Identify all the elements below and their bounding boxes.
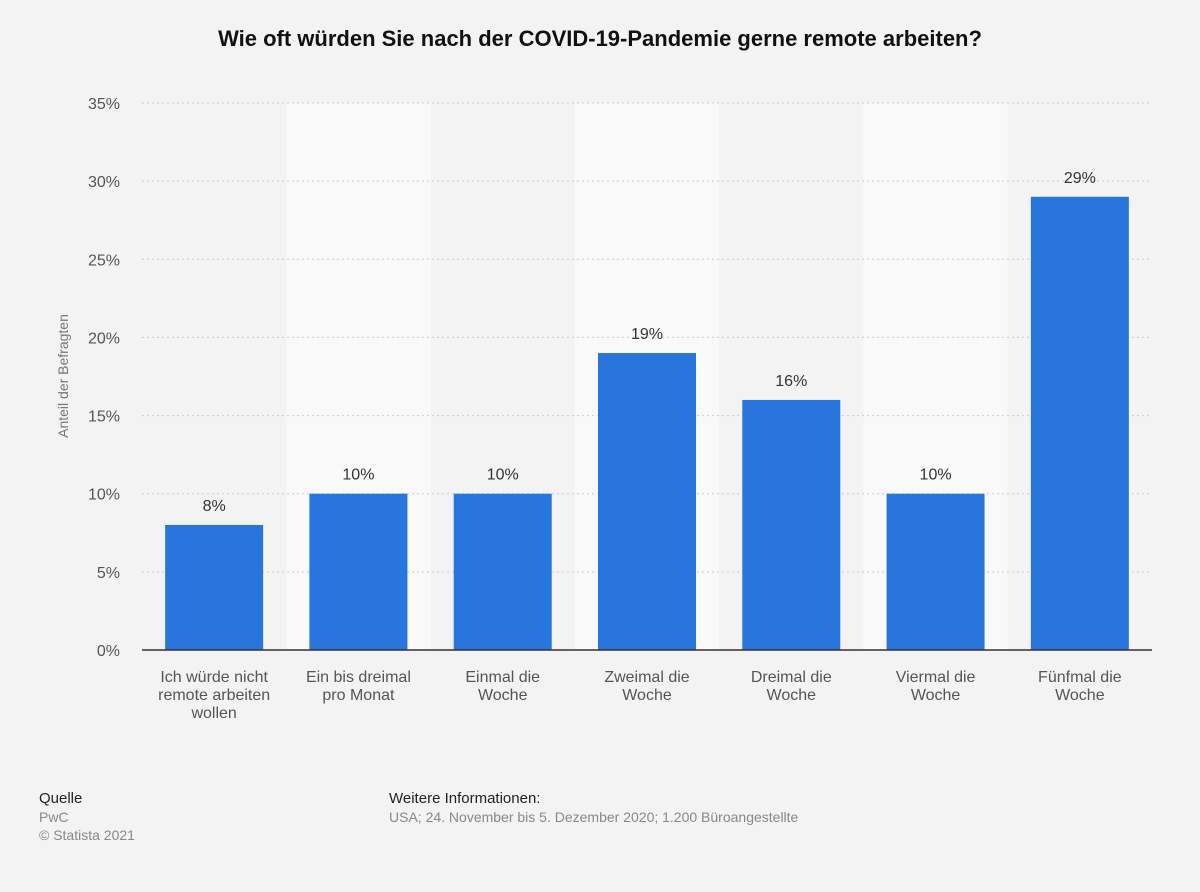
y-tick-label: 20% <box>88 330 120 347</box>
data-label: 16% <box>775 373 807 390</box>
data-label: 8% <box>203 498 226 515</box>
bar <box>886 493 985 650</box>
x-tick-label: Dreimal die Woche <box>751 669 832 704</box>
info-block: Weitere Informationen: USA; 24. November… <box>389 790 798 826</box>
data-label: 29% <box>1064 170 1096 187</box>
y-tick-label: 0% <box>97 643 120 660</box>
bar <box>309 493 408 650</box>
y-tick-label: 25% <box>88 252 120 269</box>
x-tick-label: Fünfmal die Woche <box>1038 669 1122 704</box>
y-tick-label: 5% <box>97 565 120 582</box>
x-tick-label: Einmal die Woche <box>465 669 540 704</box>
info-text: USA; 24. November bis 5. Dezember 2020; … <box>389 809 799 825</box>
y-tick-label: 35% <box>88 96 120 113</box>
x-tick-label: Viermal die Woche <box>896 669 976 704</box>
info-heading: Weitere Informationen: <box>389 790 541 807</box>
source-name: PwC <box>39 809 69 825</box>
data-label: 10% <box>920 467 952 484</box>
bar <box>453 493 552 650</box>
bar <box>598 353 696 650</box>
chart-title: Wie oft würden Sie nach der COVID-19-Pan… <box>218 26 982 51</box>
data-label: 19% <box>631 326 663 343</box>
bar <box>165 524 264 650</box>
x-tick-label: Ich würde nicht remote arbeiten wollen <box>158 669 270 722</box>
source-block: Quelle PwC © Statista 2021 <box>39 790 135 844</box>
bar <box>742 399 841 650</box>
x-tick-label: Ein bis dreimal pro Monat <box>306 669 411 704</box>
data-label: 10% <box>342 467 374 484</box>
y-tick-label: 30% <box>88 174 120 191</box>
x-tick-label: Zweimal die Woche <box>604 669 689 704</box>
y-axis-label: Anteil der Befragten <box>55 314 71 438</box>
source-heading: Quelle <box>39 790 83 807</box>
y-tick-label: 10% <box>88 487 120 504</box>
bar <box>1030 196 1129 650</box>
y-tick-label: 15% <box>88 409 120 426</box>
copyright: © Statista 2021 <box>39 827 135 843</box>
data-label: 10% <box>487 467 519 484</box>
